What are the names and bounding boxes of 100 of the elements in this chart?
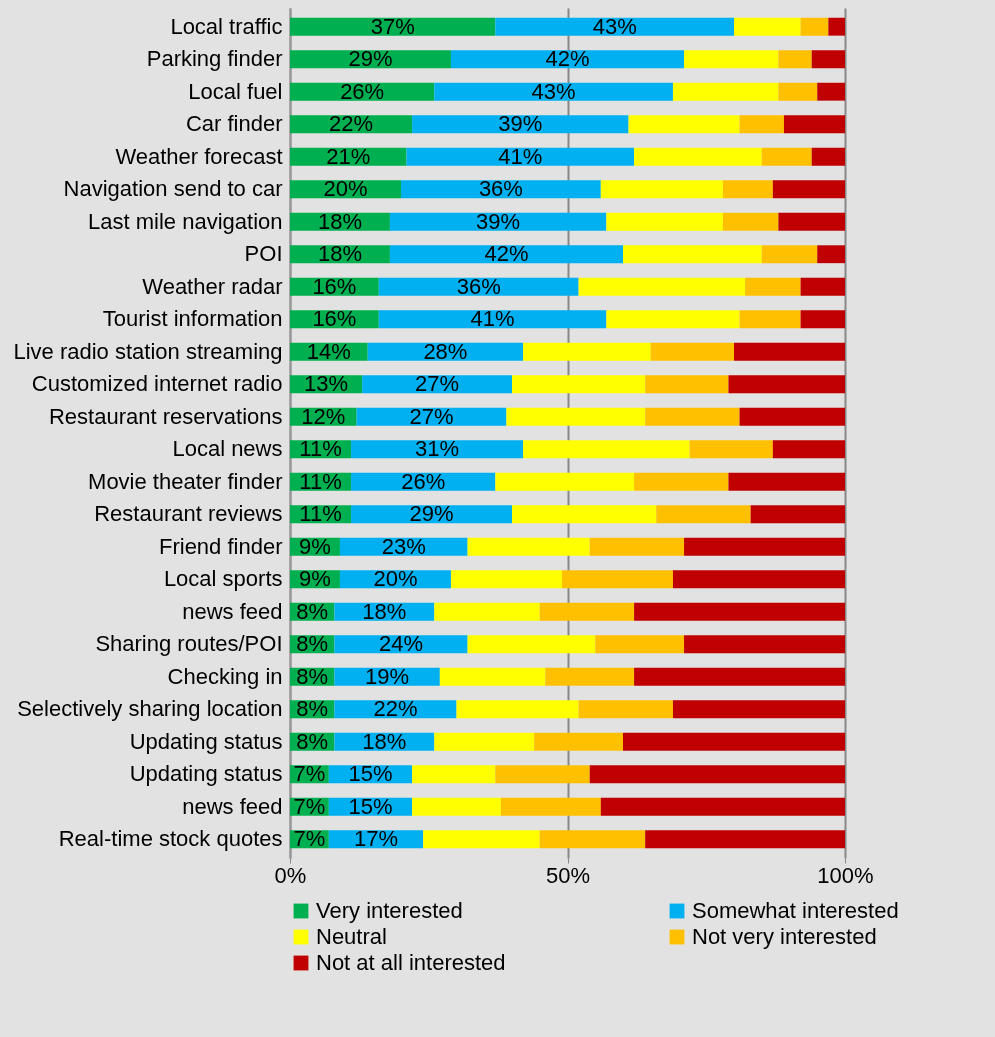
data-label: 8% xyxy=(296,598,329,624)
bar xyxy=(672,570,845,589)
y-tick-label: Navigation send to car xyxy=(63,176,283,202)
bar xyxy=(811,147,845,166)
bar xyxy=(439,667,546,686)
y-tick-label: Car finder xyxy=(185,111,283,137)
data-label: 8% xyxy=(296,728,329,754)
bar xyxy=(578,700,673,719)
data-label: 43% xyxy=(531,78,576,104)
y-tick-label: Local traffic xyxy=(170,13,283,39)
bar xyxy=(739,115,784,134)
data-label: 43% xyxy=(592,13,637,39)
bar xyxy=(412,115,629,134)
bar xyxy=(401,180,601,199)
y-tick-label: Customized internet radio xyxy=(31,371,283,397)
data-label: 36% xyxy=(456,273,501,299)
y-tick-label: Restaurant reservations xyxy=(48,403,283,429)
y-tick-label: Weather radar xyxy=(142,273,283,299)
bar xyxy=(817,82,845,101)
bar xyxy=(772,180,845,199)
bar xyxy=(378,310,607,329)
bar xyxy=(378,277,579,296)
y-tick-label: Selectively sharing location xyxy=(17,696,283,722)
y-tick-label: Local sports xyxy=(163,566,283,592)
y-tick-label: Parking finder xyxy=(146,46,283,72)
bar xyxy=(684,537,845,556)
data-label: 20% xyxy=(373,566,418,592)
data-label: 42% xyxy=(484,241,529,267)
bar xyxy=(761,147,812,166)
bar xyxy=(389,245,623,264)
bar xyxy=(634,667,845,686)
bar xyxy=(778,50,812,69)
bar xyxy=(606,212,723,231)
data-label: 23% xyxy=(381,533,426,559)
data-label: 39% xyxy=(498,111,543,137)
x-tick-label: 100% xyxy=(817,862,874,888)
data-label: 18% xyxy=(317,208,362,234)
data-label: 21% xyxy=(326,143,371,169)
y-tick-label: Sharing routes/POI xyxy=(95,631,283,657)
bar xyxy=(734,17,801,36)
y-tick-label: Updating status xyxy=(129,728,283,754)
data-label: 12% xyxy=(301,403,346,429)
bar xyxy=(600,180,723,199)
data-label: 28% xyxy=(423,338,468,364)
data-label: 18% xyxy=(317,241,362,267)
bar xyxy=(628,115,740,134)
bar xyxy=(750,505,845,524)
data-label: 29% xyxy=(348,46,393,72)
data-label: 15% xyxy=(348,793,393,819)
data-label: 11% xyxy=(299,436,342,462)
data-label: 11% xyxy=(299,501,342,527)
bar xyxy=(800,17,829,36)
y-tick-label: Checking in xyxy=(167,663,283,689)
bar xyxy=(739,407,845,426)
bar xyxy=(534,732,623,751)
bar xyxy=(589,537,685,556)
bar xyxy=(778,82,818,101)
bar xyxy=(434,82,673,101)
bar xyxy=(800,310,845,329)
bar xyxy=(778,212,845,231)
bar xyxy=(745,277,801,296)
data-label: 26% xyxy=(340,78,385,104)
data-label: 8% xyxy=(296,631,329,657)
bar xyxy=(500,797,601,816)
bar xyxy=(645,375,729,394)
bar xyxy=(406,147,635,166)
y-tick-label: POI xyxy=(244,241,283,267)
bar xyxy=(684,50,779,69)
data-label: 7% xyxy=(293,793,326,819)
bar xyxy=(634,602,845,621)
data-label: 14% xyxy=(306,338,351,364)
bar xyxy=(434,602,540,621)
y-tick-label: Last mile navigation xyxy=(88,208,283,234)
data-label: 31% xyxy=(415,436,460,462)
bar xyxy=(645,407,740,426)
bar xyxy=(351,440,524,459)
bar xyxy=(539,830,646,849)
data-label: 29% xyxy=(409,501,454,527)
bar xyxy=(650,342,734,361)
bar xyxy=(800,277,845,296)
bar xyxy=(523,440,690,459)
bar xyxy=(450,570,562,589)
data-label: 8% xyxy=(296,696,329,722)
bar xyxy=(606,310,740,329)
bar xyxy=(656,505,751,524)
data-label: 16% xyxy=(312,273,357,299)
bar xyxy=(634,147,762,166)
y-tick-label: Updating status xyxy=(129,761,283,787)
bar xyxy=(512,505,657,524)
data-label: 39% xyxy=(476,208,521,234)
bar xyxy=(595,635,685,654)
bar xyxy=(645,830,845,849)
data-label: 41% xyxy=(498,143,543,169)
bar xyxy=(434,732,535,751)
bar xyxy=(561,570,673,589)
legend-label: Not at all interested xyxy=(316,950,506,975)
bar xyxy=(545,667,635,686)
bar xyxy=(600,797,845,816)
data-label: 20% xyxy=(323,176,368,202)
legend-label: Neutral xyxy=(316,924,387,949)
